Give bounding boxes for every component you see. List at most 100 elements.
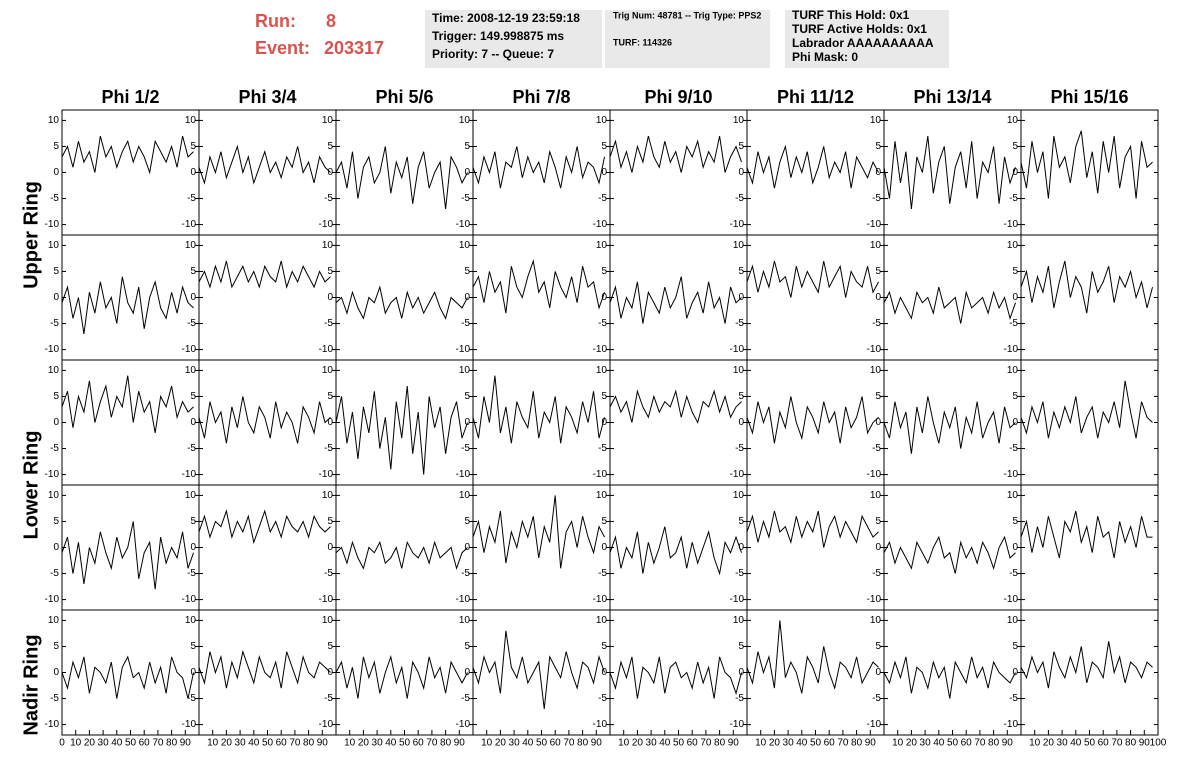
waveform (609, 526, 742, 576)
waveform (883, 286, 1016, 324)
y-tick-label: 5 (190, 266, 196, 277)
y-tick-label: 5 (1012, 516, 1018, 527)
x-tick-label: 40 (522, 738, 534, 749)
x-tick-label: 60 (550, 738, 562, 749)
y-tick-label: 10 (870, 490, 882, 501)
y-tick-label: 10 (1007, 115, 1019, 126)
y-tick-label: -5 (50, 443, 59, 454)
column-title: Phi 13/14 (913, 87, 991, 107)
x-tick-label: 10 (207, 738, 219, 749)
x-tick-label: 30 (235, 738, 247, 749)
y-tick-label: 10 (459, 490, 471, 501)
x-tick-label: 70 (837, 738, 849, 749)
y-tick-label: -5 (1009, 193, 1018, 204)
x-tick-label: 10 (618, 738, 630, 749)
y-tick-label: 0 (875, 542, 881, 553)
y-tick-label: -10 (456, 219, 471, 230)
y-tick-label: -5 (461, 693, 470, 704)
y-tick-label: 0 (327, 667, 333, 678)
waveform (609, 135, 742, 173)
row-label: Upper Ring (20, 181, 42, 289)
y-tick-label: 5 (1012, 141, 1018, 152)
y-tick-label: 0 (601, 417, 607, 428)
y-tick-label: -10 (593, 719, 608, 730)
column-title: Phi 7/8 (512, 87, 570, 107)
x-tick-label: 60 (139, 738, 151, 749)
y-tick-label: 0 (190, 167, 196, 178)
x-tick-label: 50 (1084, 738, 1096, 749)
y-tick-label: -10 (867, 469, 882, 480)
y-tick-label: 10 (1007, 365, 1019, 376)
y-tick-label: -10 (867, 594, 882, 605)
y-tick-label: 10 (48, 115, 60, 126)
y-tick-label: -10 (730, 219, 745, 230)
y-tick-label: 10 (322, 115, 334, 126)
x-tick-label: 30 (783, 738, 795, 749)
waveform (746, 510, 879, 548)
y-tick-label: 5 (464, 266, 470, 277)
waveform (746, 620, 879, 694)
x-tick-label: 50 (399, 738, 411, 749)
x-tick-label: 80 (714, 738, 726, 749)
column-title: Phi 11/12 (777, 87, 854, 107)
y-tick-label: -5 (598, 318, 607, 329)
y-tick-label: 0 (190, 542, 196, 553)
y-tick-label: -5 (50, 318, 59, 329)
y-tick-label: 0 (327, 167, 333, 178)
y-tick-label: 5 (190, 391, 196, 402)
y-tick-label: 5 (601, 141, 607, 152)
y-tick-label: -5 (872, 568, 881, 579)
info-line: Time: 2008-12-19 23:59:18 (432, 11, 580, 25)
y-tick-label: 0 (875, 417, 881, 428)
y-tick-label: -5 (187, 443, 196, 454)
x-tick-label: 100 (1150, 738, 1167, 749)
y-tick-label: 0 (738, 167, 744, 178)
y-tick-label: -5 (735, 693, 744, 704)
y-tick-label: 10 (48, 615, 60, 626)
y-tick-label: -5 (1009, 318, 1018, 329)
waveform (335, 655, 468, 699)
y-tick-label: 0 (464, 417, 470, 428)
y-tick-label: -10 (456, 594, 471, 605)
x-tick-label: 30 (1057, 738, 1069, 749)
x-tick-label: 10 (70, 738, 82, 749)
x-tick-label: 50 (125, 738, 137, 749)
y-tick-label: 5 (601, 391, 607, 402)
y-tick-label: 10 (870, 115, 882, 126)
x-tick-label: 50 (262, 738, 274, 749)
waveform (883, 535, 1016, 574)
y-tick-label: 0 (190, 292, 196, 303)
waveform (198, 396, 331, 444)
x-tick-label: 70 (426, 738, 438, 749)
y-tick-label: 10 (322, 240, 334, 251)
x-tick-label: 20 (769, 738, 781, 749)
y-tick-label: -10 (182, 219, 197, 230)
y-tick-label: -5 (324, 443, 333, 454)
x-tick-label: 10 (755, 738, 767, 749)
x-tick-label: 30 (98, 738, 110, 749)
y-tick-label: 5 (601, 641, 607, 652)
x-tick-label: 40 (933, 738, 945, 749)
y-tick-label: -10 (182, 469, 197, 480)
waveform (335, 540, 468, 571)
x-tick-label: 80 (851, 738, 863, 749)
waveform (609, 276, 742, 324)
y-tick-label: 5 (875, 516, 881, 527)
y-tick-label: -5 (461, 193, 470, 204)
waveform (472, 375, 606, 444)
y-tick-label: -10 (867, 719, 882, 730)
y-tick-label: 5 (738, 266, 744, 277)
y-tick-label: -10 (867, 219, 882, 230)
y-tick-label: 10 (48, 365, 60, 376)
y-tick-label: 10 (733, 490, 745, 501)
x-tick-label: 80 (440, 738, 452, 749)
y-tick-label: -10 (456, 469, 471, 480)
y-tick-label: 10 (870, 240, 882, 251)
x-tick-label: 30 (372, 738, 384, 749)
waveform (609, 389, 742, 424)
y-tick-label: -5 (735, 443, 744, 454)
y-tick-label: 5 (738, 516, 744, 527)
x-tick-label: 60 (276, 738, 288, 749)
x-tick-label: 40 (248, 738, 260, 749)
waveform (61, 276, 194, 335)
